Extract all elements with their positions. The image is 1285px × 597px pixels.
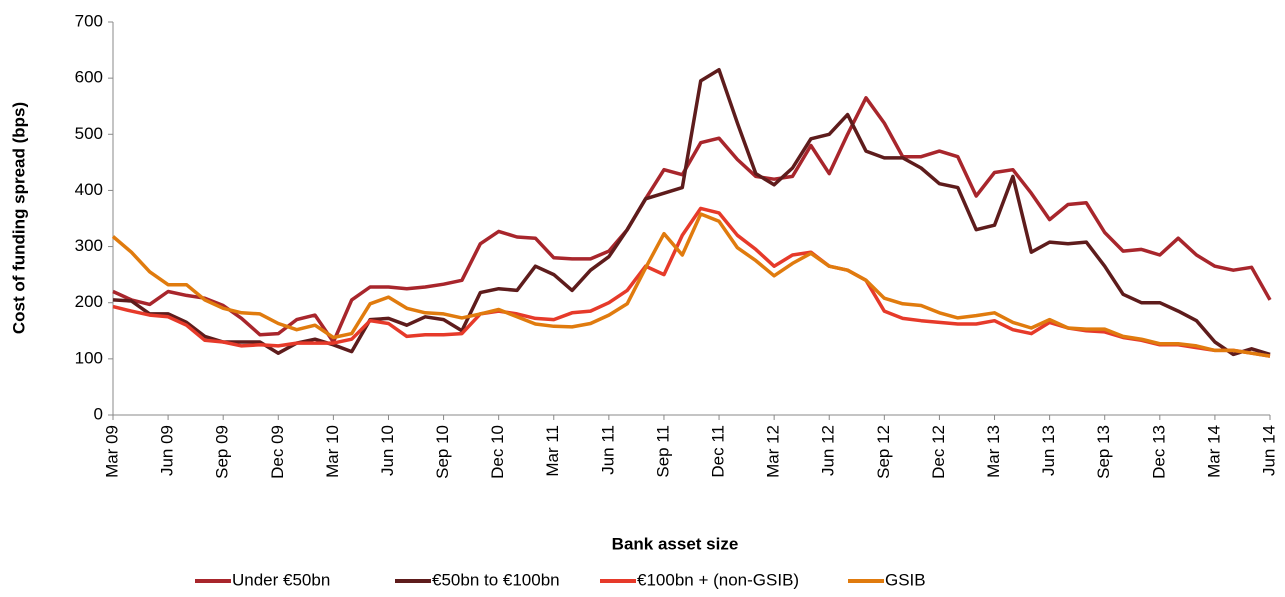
x-tick-label: Mar 10 (323, 425, 342, 478)
x-tick-label: Mar 14 (1204, 425, 1223, 478)
y-tick-label: 200 (75, 292, 103, 311)
x-tick-label: Dec 13 (1149, 425, 1168, 479)
x-tick-label: Mar 11 (543, 425, 562, 477)
x-tick-label: Dec 09 (268, 425, 287, 479)
x-tick-label: Jun 14 (1259, 425, 1278, 476)
x-tick-label: Sep 12 (874, 425, 893, 479)
y-tick-label: 600 (75, 68, 103, 87)
x-tick-label: Sep 13 (1094, 425, 1113, 479)
x-tick-label: Dec 11 (709, 425, 728, 478)
x-tick-label: Dec 10 (488, 425, 507, 479)
y-tick-label: 400 (75, 180, 103, 199)
y-tick-label: 100 (75, 348, 103, 367)
x-tick-label: Sep 10 (433, 425, 452, 479)
x-tick-label: Mar 12 (764, 425, 783, 478)
y-tick-label: 700 (75, 11, 103, 30)
x-tick-label: Sep 11 (653, 425, 672, 478)
series-line (112, 67, 1271, 357)
y-tick-label: 300 (75, 236, 103, 255)
x-tick-label: Jun 13 (1039, 425, 1058, 476)
x-tick-label: Mar 09 (102, 425, 121, 478)
legend-label: €100bn + (non-GSIB) (637, 570, 799, 589)
x-tick-label: Dec 12 (929, 425, 948, 479)
x-tick-label: Jun 09 (158, 425, 177, 476)
y-tick-label: 0 (94, 404, 103, 423)
x-tick-label: Mar 13 (984, 425, 1003, 478)
legend-label: €50bn to €100bn (432, 570, 560, 589)
series-line (111, 212, 1271, 358)
x-tick-label: Sep 09 (213, 425, 232, 479)
x-tick-label: Jun 10 (378, 425, 397, 476)
y-tick-label: 500 (75, 124, 103, 143)
series-line (112, 96, 1272, 344)
x-tick-label: Jun 12 (819, 425, 838, 476)
legend-label: GSIB (885, 570, 926, 589)
x-axis-title: Bank asset size (612, 534, 739, 553)
x-tick-label: Jun 11 (598, 425, 617, 475)
legend-label: Under €50bn (232, 570, 330, 589)
y-axis-title: Cost of funding spread (bps) (9, 102, 28, 334)
